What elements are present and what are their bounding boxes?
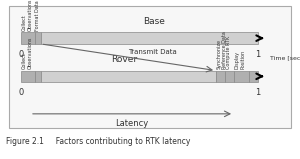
Text: Collect
Observations: Collect Observations xyxy=(22,37,32,69)
Text: Collect
Observations: Collect Observations xyxy=(22,0,32,31)
Bar xyxy=(249,71,258,82)
Bar xyxy=(234,71,249,82)
Text: Transmit Data: Transmit Data xyxy=(128,49,177,55)
Bar xyxy=(21,32,34,44)
Text: Format Data: Format Data xyxy=(35,0,40,31)
Text: Display
Position: Display Position xyxy=(235,50,245,69)
Bar xyxy=(40,32,258,44)
Text: Latency: Latency xyxy=(116,119,148,128)
Text: Figure 2.1     Factors contributing to RTK latency: Figure 2.1 Factors contributing to RTK l… xyxy=(6,137,190,146)
Text: Rover: Rover xyxy=(111,55,138,64)
Text: Base: Base xyxy=(144,17,165,26)
Text: 0: 0 xyxy=(18,88,24,97)
Text: 1: 1 xyxy=(255,88,261,97)
Bar xyxy=(216,71,225,82)
Bar xyxy=(21,71,34,82)
Bar xyxy=(40,71,216,82)
Text: Time [seconds]: Time [seconds] xyxy=(270,55,300,60)
Bar xyxy=(34,71,40,82)
Text: 0: 0 xyxy=(18,50,24,59)
Bar xyxy=(225,71,234,82)
Bar xyxy=(34,32,40,44)
Text: Compute RTK: Compute RTK xyxy=(226,36,231,69)
Text: 1: 1 xyxy=(255,50,261,59)
Text: Synchronize
Reference Data: Synchronize Reference Data xyxy=(217,31,227,69)
